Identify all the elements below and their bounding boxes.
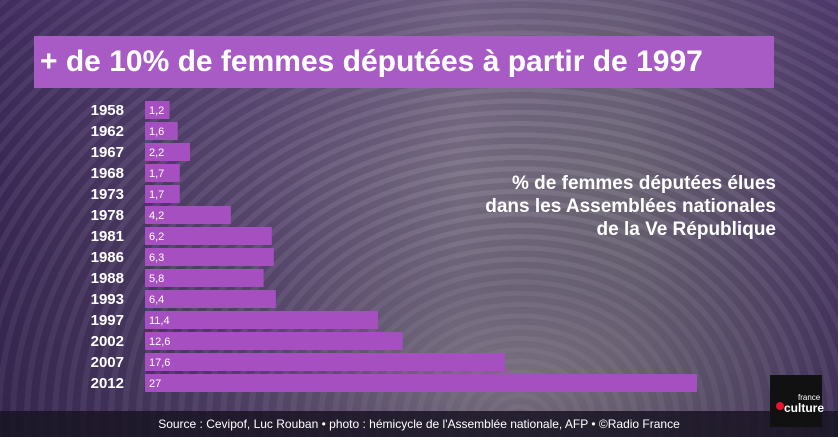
- value-label-1978: 4,2: [149, 210, 164, 222]
- bar-2002: [145, 332, 403, 350]
- bar-1978: [145, 206, 231, 224]
- year-label-2007: 2007: [91, 354, 124, 371]
- value-label-1997: 11,4: [149, 315, 170, 327]
- logo-small-text: france: [798, 393, 821, 402]
- bar-1968: [145, 164, 180, 182]
- source-credit: Source : Cevipof, Luc Rouban • photo : h…: [158, 417, 680, 431]
- year-label-1978: 1978: [91, 207, 124, 224]
- value-label-2012: 27: [149, 378, 161, 390]
- year-label-1968: 1968: [91, 165, 124, 182]
- value-label-2007: 17,6: [149, 357, 170, 369]
- value-label-1981: 6,2: [149, 231, 164, 243]
- footer-bar: [0, 411, 838, 437]
- bar-1962: [145, 122, 178, 140]
- bar-2012: [145, 374, 697, 392]
- bar-1988: [145, 269, 264, 287]
- year-label-2012: 2012: [91, 375, 124, 392]
- value-label-1986: 6,3: [149, 252, 164, 264]
- subtitle-line-3: de la Ve République: [596, 219, 777, 240]
- value-label-1993: 6,4: [149, 294, 164, 306]
- year-label-1958: 1958: [91, 102, 124, 119]
- year-label-1967: 1967: [91, 144, 124, 161]
- chart-title: + de 10% de femmes députées à partir de …: [40, 45, 703, 78]
- value-label-1958: 1,2: [149, 105, 164, 117]
- year-label-1981: 1981: [91, 228, 124, 245]
- value-label-1967: 2,2: [149, 147, 164, 159]
- bar-1986: [145, 248, 274, 266]
- year-label-1962: 1962: [91, 123, 124, 140]
- year-label-1988: 1988: [91, 270, 124, 287]
- logo-red-dot-icon: [776, 402, 784, 410]
- year-label-1997: 1997: [91, 312, 124, 329]
- bar-1973: [145, 185, 180, 203]
- france-culture-logo: france culture: [770, 375, 825, 427]
- value-label-1968: 1,7: [149, 168, 164, 180]
- bar-1997: [145, 311, 379, 329]
- subtitle-line-2: dans les Assemblées nationales: [485, 196, 776, 217]
- title-banner: [34, 36, 774, 88]
- year-label-1986: 1986: [91, 249, 124, 266]
- logo-main-text: culture: [784, 401, 825, 415]
- value-label-2002: 12,6: [149, 336, 170, 348]
- year-label-2002: 2002: [91, 333, 124, 350]
- year-label-1993: 1993: [91, 291, 124, 308]
- value-label-1973: 1,7: [149, 189, 164, 201]
- subtitle-line-1: % de femmes députées élues: [512, 173, 776, 194]
- year-label-1973: 1973: [91, 186, 124, 203]
- bar-1958: [145, 101, 170, 119]
- value-label-1962: 1,6: [149, 126, 164, 138]
- value-label-1988: 5,8: [149, 273, 164, 285]
- chart-subtitle: % de femmes députées élues dans les Asse…: [456, 172, 776, 241]
- bar-2007: [145, 353, 505, 371]
- bar-1967: [145, 143, 190, 161]
- bar-1993: [145, 290, 276, 308]
- bar-1981: [145, 227, 272, 245]
